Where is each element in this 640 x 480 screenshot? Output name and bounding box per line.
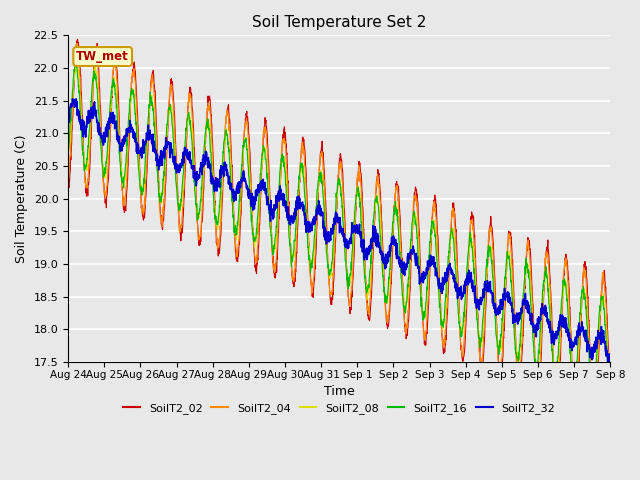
SoilT2_04 (369, 244, 377, 250)
SoilT2_32 (64, 115, 72, 120)
SoilT2_02 (606, 384, 614, 390)
SoilT2_08 (64, 154, 72, 159)
SoilT2_08 (607, 386, 614, 392)
X-axis label: Time: Time (324, 385, 355, 398)
SoilT2_16 (541, 270, 548, 276)
SoilT2_32 (471, 283, 479, 289)
SoilT2_32 (606, 356, 614, 362)
SoilT2_16 (556, 321, 564, 326)
Line: SoilT2_02: SoilT2_02 (68, 39, 611, 420)
SoilT2_08 (541, 281, 548, 287)
SoilT2_04 (591, 409, 598, 415)
SoilT2_16 (607, 393, 614, 399)
SoilT2_08 (72, 60, 80, 66)
SoilT2_16 (369, 226, 377, 231)
SoilT2_08 (312, 224, 319, 229)
SoilT2_32 (556, 318, 564, 324)
SoilT2_04 (556, 344, 564, 349)
SoilT2_04 (607, 397, 614, 403)
Line: SoilT2_04: SoilT2_04 (68, 44, 611, 412)
SoilT2_08 (590, 390, 598, 396)
SoilT2_04 (541, 267, 548, 273)
SoilT2_32 (607, 364, 614, 370)
SoilT2_32 (541, 306, 548, 312)
Y-axis label: Soil Temperature (C): Soil Temperature (C) (15, 134, 28, 263)
SoilT2_04 (73, 41, 81, 47)
SoilT2_04 (471, 256, 479, 262)
SoilT2_04 (312, 236, 319, 242)
Line: SoilT2_08: SoilT2_08 (68, 63, 611, 393)
SoilT2_02 (471, 248, 479, 253)
SoilT2_02 (541, 276, 548, 282)
SoilT2_08 (471, 277, 479, 283)
SoilT2_32 (369, 223, 377, 228)
Title: Soil Temperature Set 2: Soil Temperature Set 2 (252, 15, 426, 30)
SoilT2_08 (556, 329, 564, 335)
SoilT2_32 (604, 365, 612, 371)
SoilT2_02 (312, 253, 319, 259)
SoilT2_04 (64, 179, 72, 185)
SoilT2_08 (606, 385, 614, 391)
SoilT2_16 (471, 285, 479, 291)
SoilT2_02 (64, 181, 72, 187)
SoilT2_02 (369, 256, 377, 262)
SoilT2_32 (312, 213, 319, 218)
Line: SoilT2_16: SoilT2_16 (68, 60, 611, 396)
SoilT2_02 (591, 417, 599, 422)
SoilT2_16 (606, 387, 614, 393)
Legend: SoilT2_02, SoilT2_04, SoilT2_08, SoilT2_16, SoilT2_32: SoilT2_02, SoilT2_04, SoilT2_08, SoilT2_… (119, 398, 559, 419)
SoilT2_04 (606, 393, 614, 399)
SoilT2_32 (68, 96, 76, 102)
SoilT2_08 (369, 232, 377, 238)
Line: SoilT2_32: SoilT2_32 (68, 99, 611, 368)
SoilT2_16 (64, 147, 72, 153)
Text: TW_met: TW_met (76, 50, 129, 63)
SoilT2_16 (312, 216, 319, 222)
SoilT2_02 (556, 357, 564, 363)
SoilT2_02 (607, 385, 614, 391)
SoilT2_02 (74, 36, 81, 42)
SoilT2_16 (72, 58, 79, 63)
